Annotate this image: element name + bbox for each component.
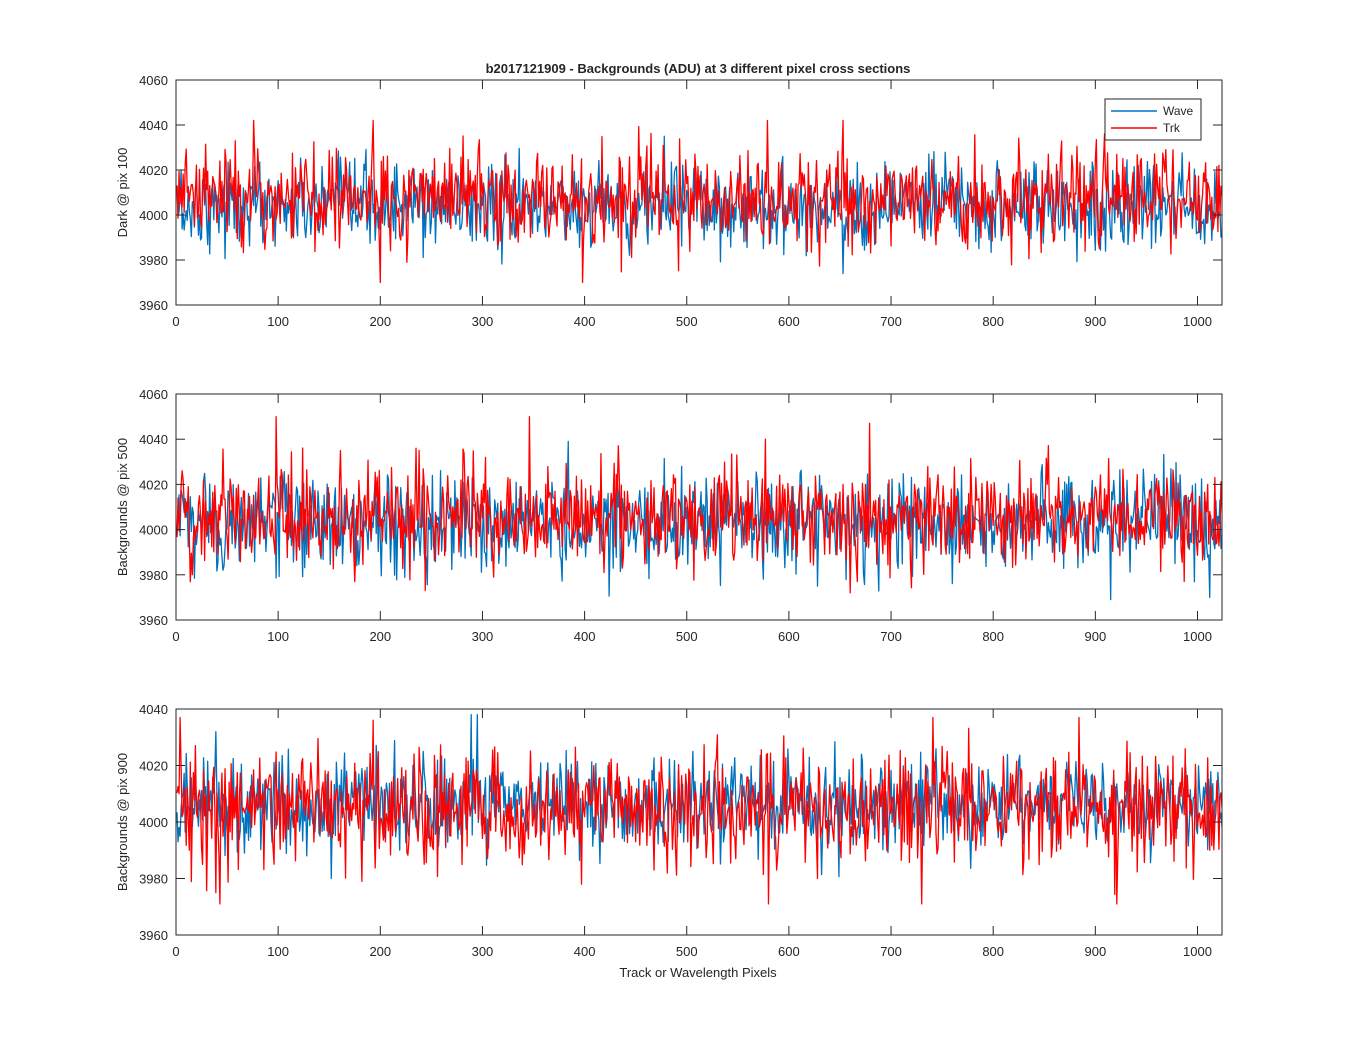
x-tick-label: 800 xyxy=(982,314,1004,329)
y-tick-label: 3980 xyxy=(139,872,168,887)
x-tick-label: 200 xyxy=(369,314,391,329)
y-axis-label: Backgrounds @ pix 500 xyxy=(115,438,130,576)
legend: Wave Trk xyxy=(1104,98,1202,141)
panel-3: 0 100 200 300 400 500 600 700 800 900 1000 3960 3980… xyxy=(115,702,1223,959)
x-tick-label: 900 xyxy=(1084,629,1106,644)
y-axis-label: Backgrounds @ pix 900 xyxy=(115,753,130,891)
x-tick-label: 400 xyxy=(574,314,596,329)
x-tick-label: 600 xyxy=(778,944,800,959)
panel-2: 0 100 200 300 400 500 600 700 800 900 1000 3960 3980… xyxy=(115,387,1223,644)
x-tick-label: 700 xyxy=(880,314,902,329)
panels: 0 100 200 300 400 500 600 700 800 900 100039603980… xyxy=(115,73,1223,959)
x-tick-label: 700 xyxy=(880,944,902,959)
y-tick-label: 3960 xyxy=(139,298,168,313)
x-tick-label: 0 xyxy=(172,314,179,329)
x-tick-label: 900 xyxy=(1084,944,1106,959)
x-tick-label: 300 xyxy=(472,629,494,644)
y-tick-label: 4000 xyxy=(139,208,168,223)
y-tick-label: 3980 xyxy=(139,253,168,268)
y-tick-label: 3960 xyxy=(139,928,168,943)
x-tick-label: 400 xyxy=(574,944,596,959)
y-tick-label: 4000 xyxy=(139,815,168,830)
x-tick-label: 200 xyxy=(369,944,391,959)
x-tick-label: 800 xyxy=(982,944,1004,959)
series-group xyxy=(176,714,1222,905)
y-tick-label: 4020 xyxy=(139,477,168,492)
y-tick-label: 3980 xyxy=(139,568,168,583)
y-tick-label: 4020 xyxy=(139,759,168,774)
x-tick-label: 100 xyxy=(267,314,289,329)
x-tick-label: 800 xyxy=(982,629,1004,644)
plot-area xyxy=(176,394,1222,620)
y-tick-label: 4040 xyxy=(139,118,168,133)
x-tick-label: 100 xyxy=(267,629,289,644)
legend-label-wave: Wave xyxy=(1163,104,1194,118)
y-tick-label: 4040 xyxy=(139,702,168,717)
x-tick-label: 600 xyxy=(778,629,800,644)
x-tick-label: 1000 xyxy=(1183,629,1212,644)
axes-box xyxy=(175,79,1223,306)
axes-box xyxy=(175,393,1223,621)
x-tick-label: 200 xyxy=(369,629,391,644)
legend-box xyxy=(1104,98,1202,141)
y-tick-label: 4060 xyxy=(139,387,168,402)
series-line-trk xyxy=(176,119,1222,284)
x-tick-label: 300 xyxy=(472,944,494,959)
x-tick-label: 1000 xyxy=(1183,944,1212,959)
x-tick-label: 0 xyxy=(172,944,179,959)
figure-title: b2017121909 - Backgrounds (ADU) at 3 dif… xyxy=(486,61,911,76)
series-group xyxy=(176,119,1222,284)
legend-label-trk: Trk xyxy=(1163,121,1181,135)
series-group xyxy=(176,415,1222,601)
x-tick-label: 600 xyxy=(778,314,800,329)
series-line-trk xyxy=(176,415,1222,594)
series-line-wave xyxy=(176,440,1222,601)
series-line-trk xyxy=(176,716,1222,905)
x-tick-label: 900 xyxy=(1084,314,1106,329)
x-tick-label: 1000 xyxy=(1183,314,1212,329)
x-axis-label: Track or Wavelength Pixels xyxy=(619,965,777,980)
x-tick-label: 700 xyxy=(880,629,902,644)
x-tick-label: 100 xyxy=(267,944,289,959)
y-tick-label: 4060 xyxy=(139,73,168,88)
x-tick-label: 500 xyxy=(676,629,698,644)
y-tick-label: 4020 xyxy=(139,163,168,178)
x-tick-label: 500 xyxy=(676,314,698,329)
y-tick-label: 3960 xyxy=(139,613,168,628)
x-tick-label: 0 xyxy=(172,629,179,644)
x-tick-label: 500 xyxy=(676,944,698,959)
x-tick-label: 300 xyxy=(472,314,494,329)
y-tick-label: 4000 xyxy=(139,523,168,538)
y-tick-label: 4040 xyxy=(139,432,168,447)
y-axis-label: Dark @ pix 100 xyxy=(115,148,130,238)
panel-1: 0 100 200 300 400 500 600 700 800 900 1000 3960 3980… xyxy=(115,73,1223,329)
x-tick-label: 400 xyxy=(574,629,596,644)
